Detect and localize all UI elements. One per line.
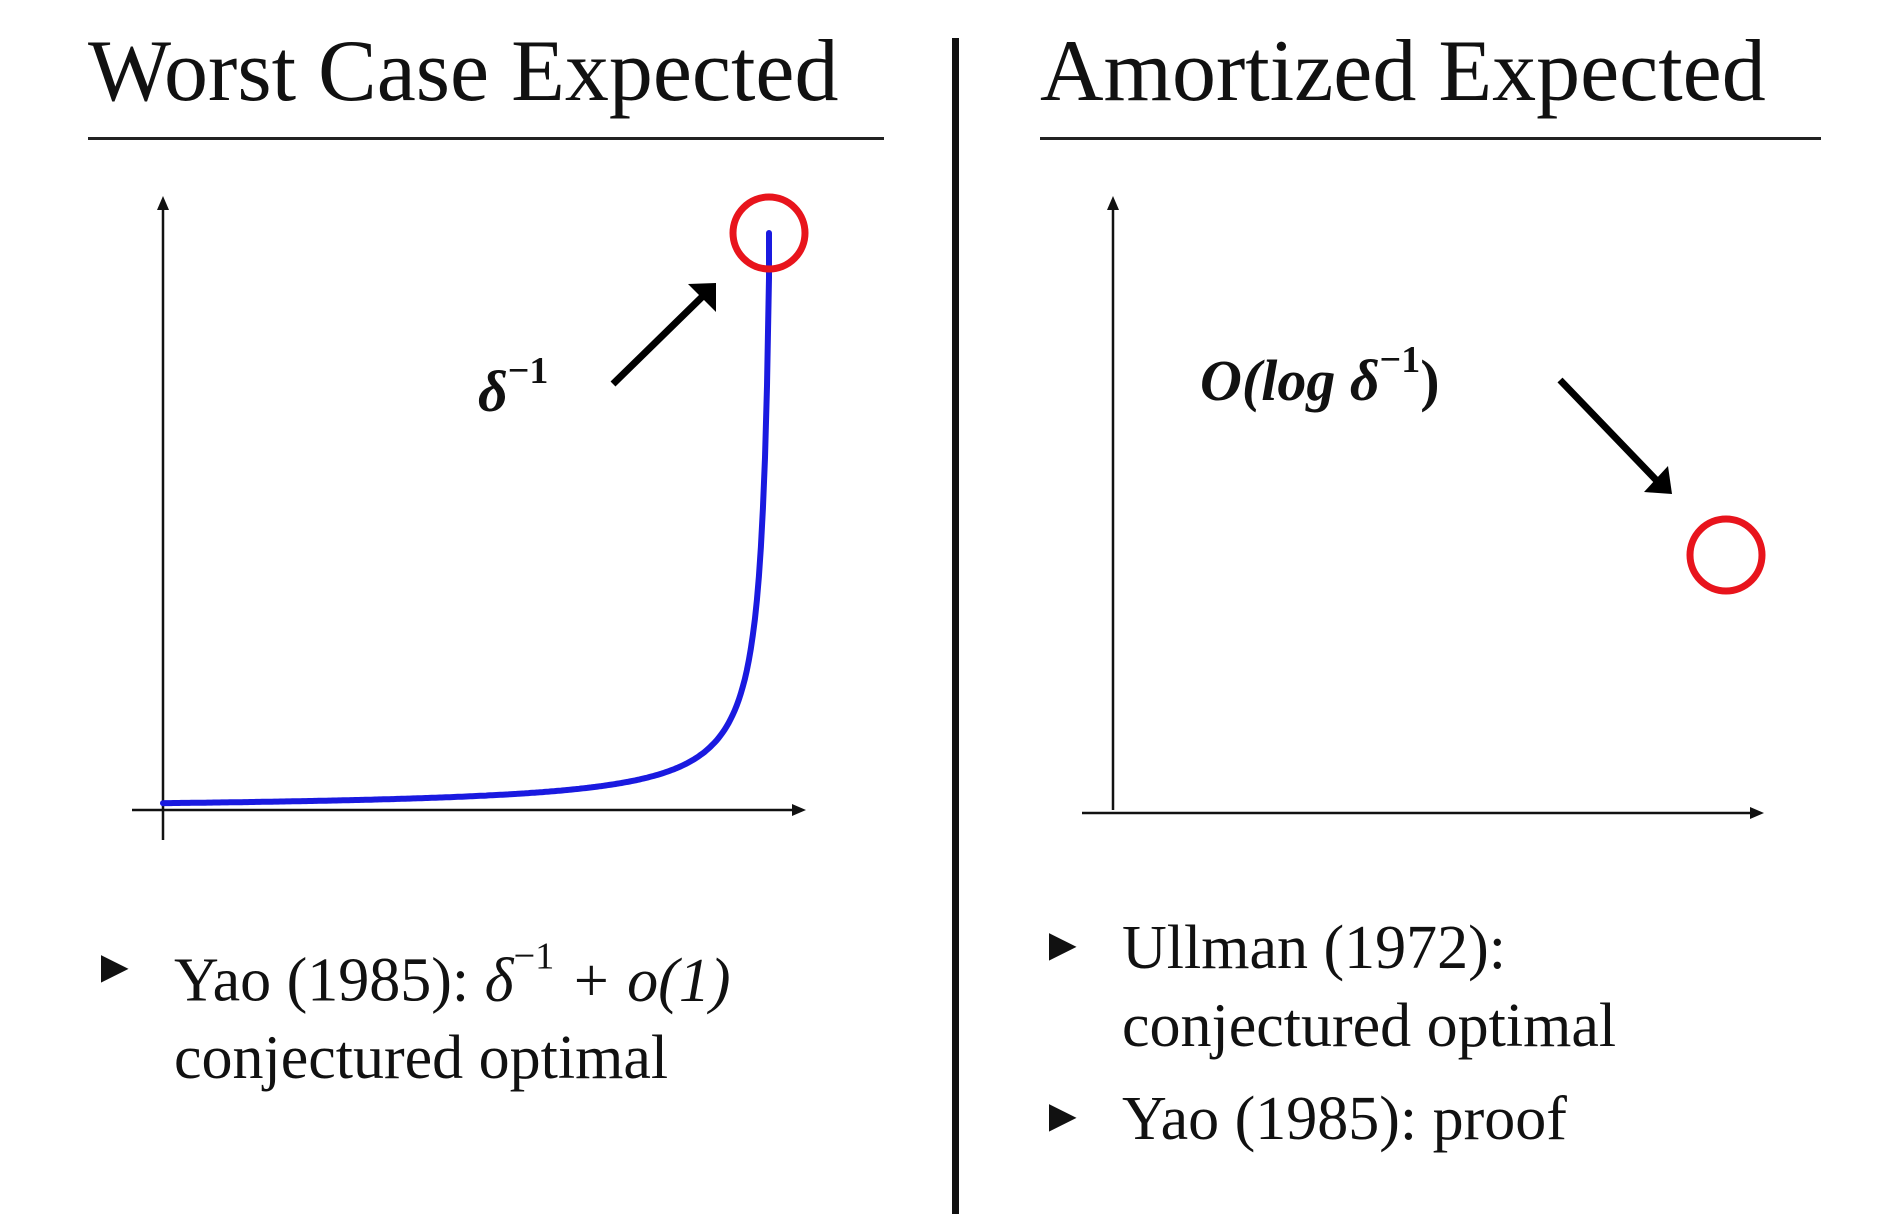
bullet-triangle-icon: ►	[92, 941, 138, 992]
y-axis-arrowhead	[157, 196, 169, 210]
pointer-arrow	[610, 293, 706, 387]
y-axis-arrowhead	[1107, 196, 1119, 210]
annotation-base: δ	[1350, 348, 1380, 413]
bullet-formula: δ−1 + o(1)	[484, 935, 731, 1015]
formula-exp: −1	[513, 935, 555, 977]
worst-case-bullets: ► Yao (1985): δ−1 + o(1) conjectured opt…	[92, 932, 730, 1114]
annotation-exp: −1	[1380, 339, 1421, 381]
bullet-triangle-icon: ►	[1040, 1090, 1086, 1141]
x-axis-arrowhead	[792, 804, 806, 816]
pointer-arrowhead	[1644, 466, 1672, 494]
bullet-item: ► Yao (1985): proof	[1040, 1081, 1616, 1159]
worst-case-panel: Worst Case Expected δ−1 ► Yao (1985): δ−…	[0, 0, 900, 1214]
amortized-plot: O(log δ−1)	[960, 0, 1766, 819]
log-delta-label: O(log δ−1)	[1200, 339, 1440, 413]
bullet-line2: conjectured optimal	[1122, 991, 1617, 1060]
delta-inverse-label: δ−1	[478, 350, 548, 424]
formula-rest: + o(1)	[554, 946, 731, 1015]
bullet-triangle-icon: ►	[1040, 919, 1086, 970]
highlight-circle	[1686, 515, 1766, 595]
formula-base: δ	[484, 946, 514, 1015]
worst-case-plot: δ−1	[132, 193, 809, 840]
panel-divider	[952, 38, 959, 1214]
bullet-item: ► Yao (1985): δ−1 + o(1) conjectured opt…	[92, 932, 730, 1098]
annotation-base: δ	[478, 359, 508, 424]
amortized-title: Amortized Expected	[1040, 23, 1766, 120]
title-underline	[1040, 137, 1821, 140]
annotation-prefix: O(log	[1200, 348, 1350, 413]
amortized-panel: Amortized Expected O(log δ−1) ► Ullman (…	[960, 0, 1860, 1214]
pointer-arrowhead	[688, 283, 716, 312]
blowup-curve	[160, 230, 772, 807]
bullet-line2: conjectured optimal	[174, 1024, 669, 1093]
highlight-circle	[729, 193, 809, 273]
bullet-item: ► Ullman (1972): conjectured optimal	[1040, 910, 1616, 1065]
bullet-author: Yao (1985):	[174, 946, 470, 1015]
bullet-line1: Yao (1985): proof	[1122, 1085, 1567, 1153]
pointer-arrow	[1557, 377, 1663, 487]
worst-case-title: Worst Case Expected	[88, 23, 839, 120]
amortized-bullets: ► Ullman (1972): conjectured optimal ► Y…	[1040, 910, 1616, 1175]
title-underline	[88, 137, 884, 140]
x-axis-arrowhead	[1750, 807, 1764, 819]
annotation-exp: −1	[508, 350, 549, 392]
bullet-line1: Ullman (1972):	[1122, 914, 1506, 982]
annotation-suffix: )	[1420, 348, 1439, 413]
